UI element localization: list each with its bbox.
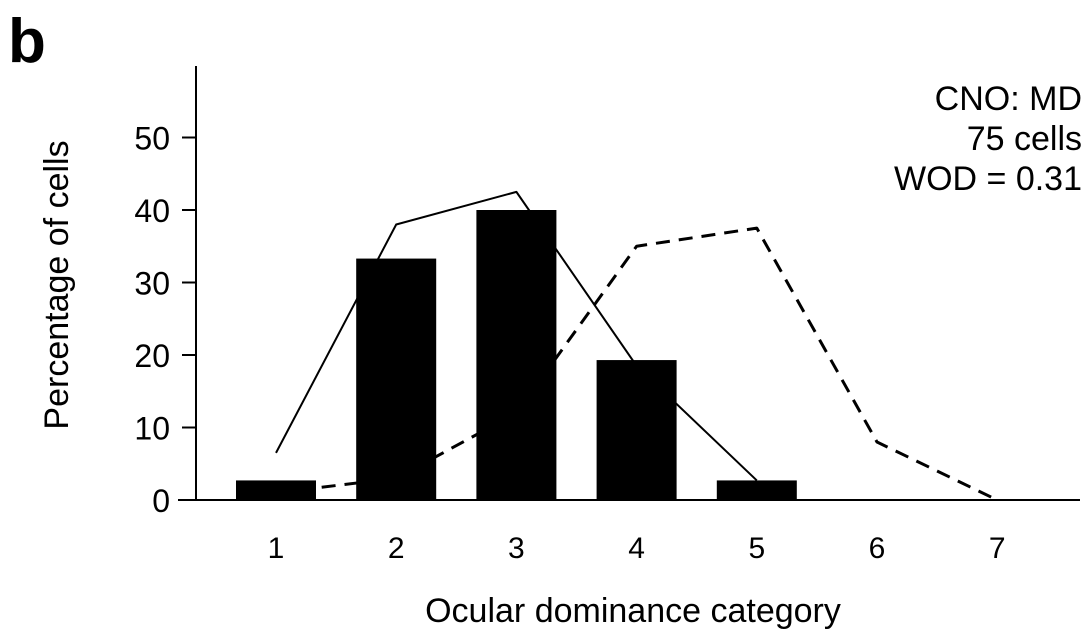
- x-tick-label: 3: [508, 532, 525, 565]
- panel-label: b: [8, 7, 46, 76]
- x-ticks-group: 1 2 3 4 5 6 7: [268, 532, 1006, 565]
- y-tick-label: 50: [134, 121, 170, 157]
- annotation-group: CNO: MD 75 cells WOD = 0.31: [894, 80, 1082, 198]
- x-tick-label: 1: [268, 532, 285, 565]
- bars-group: [236, 210, 797, 500]
- bar-category-1: [236, 480, 316, 500]
- y-tick-label: 0: [152, 483, 170, 519]
- y-tick-label: 20: [134, 338, 170, 374]
- solid-line-series: [275, 190, 758, 482]
- bar-category-4: [596, 360, 677, 500]
- y-axis-label: Percentage of cells: [38, 140, 76, 429]
- lines-group: [275, 190, 998, 502]
- x-tick-label: 5: [748, 532, 765, 565]
- bar-category-3: [476, 210, 557, 500]
- annotation-wod: WOD = 0.31: [894, 160, 1082, 198]
- x-tick-label: 4: [628, 532, 645, 565]
- y-tick-label: 30: [134, 266, 170, 302]
- bar-category-5: [716, 480, 797, 500]
- annotation-cell-count: 75 cells: [967, 120, 1082, 158]
- dashed-line-series: [275, 226, 998, 502]
- bar-category-2: [356, 258, 437, 500]
- y-tick-label: 40: [134, 193, 170, 229]
- x-tick-label: 7: [989, 532, 1006, 565]
- x-axis-label: Ocular dominance category: [425, 592, 841, 630]
- x-tick-label: 2: [388, 532, 405, 565]
- y-tick-label: 10: [134, 411, 170, 447]
- y-ticks-group: 0 10 20 30 40 50: [134, 121, 196, 519]
- annotation-condition: CNO: MD: [935, 80, 1082, 118]
- x-tick-label: 6: [869, 532, 886, 565]
